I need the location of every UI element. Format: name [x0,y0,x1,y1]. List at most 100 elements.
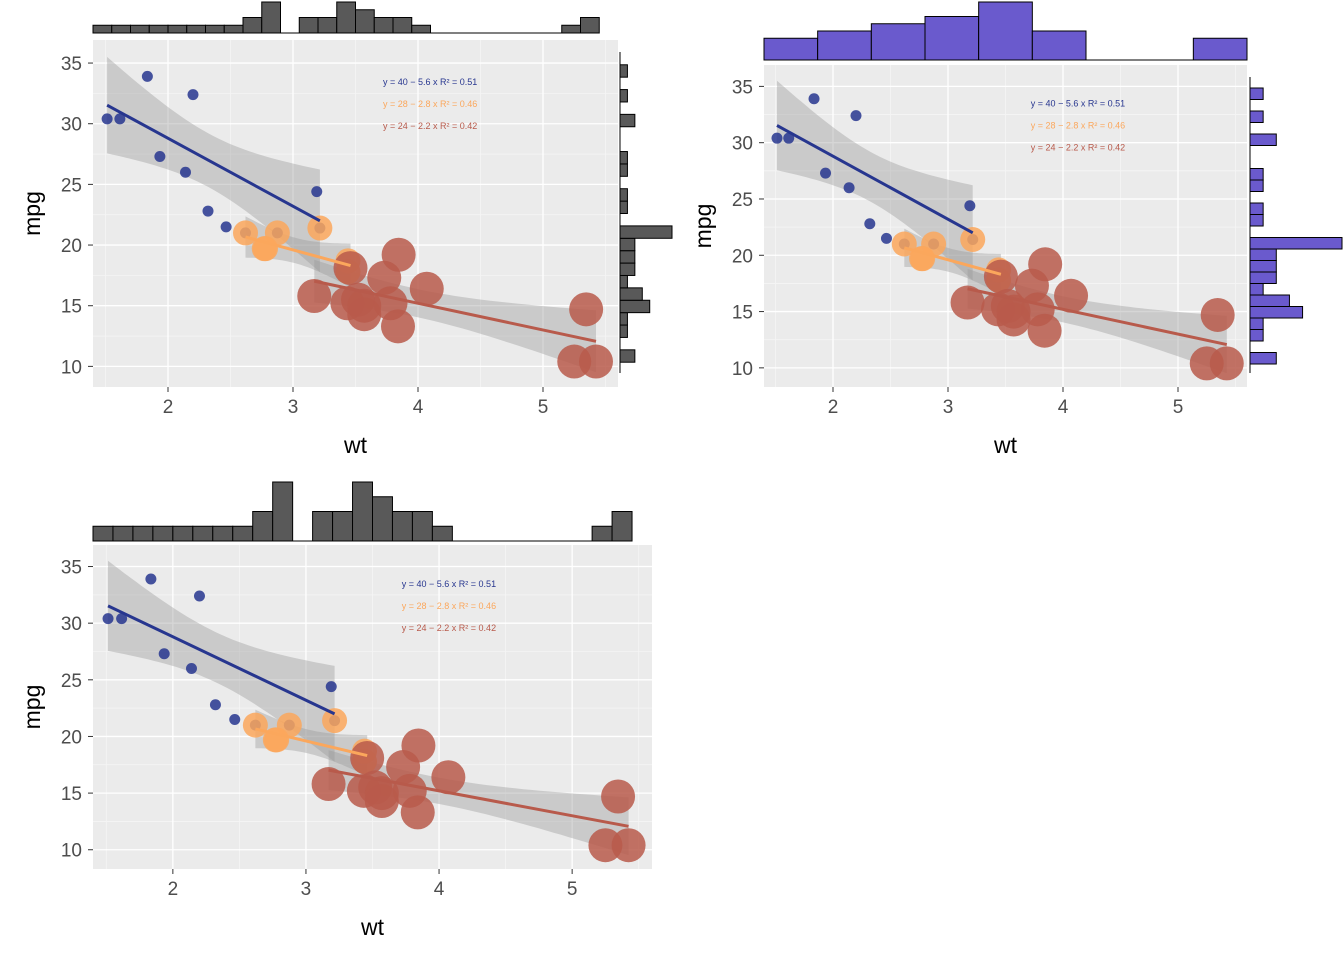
marginal-x-histogram-bar [817,30,872,61]
data-point-series-1 [145,573,157,585]
data-point-series-3 [950,285,985,320]
x-tick-label: 4 [1058,397,1069,418]
marginal-x-histogram-bar [1192,37,1248,61]
regression-line-series-2 [903,246,1002,276]
regression-equation-series-2: y = 28 − 2.8 x R² = 0.46 [383,99,477,109]
marginal-x-histogram-bar [611,511,633,542]
y-axis-title: mpg [690,204,716,249]
data-point-series-1 [116,613,128,625]
marginal-y-histogram-bar [619,163,628,177]
y-tick-label: 35 [732,77,753,98]
marginal-y-histogram-bar [619,64,628,78]
data-point-series-1 [864,218,876,230]
data-point-series-3 [601,779,636,814]
marginal-y-histogram-bar [1249,329,1264,342]
x-tick-label: 2 [828,397,839,418]
marginal-y-histogram-bar [1249,294,1290,307]
y-tick-label: 25 [61,671,82,692]
marginal-y-histogram-bar [619,225,673,239]
marginal-y-histogram-bar [1249,214,1264,227]
x-tick-label: 3 [943,397,954,418]
regression-equation-series-1: y = 40 − 5.6 x R² = 0.51 [383,77,477,87]
marginal-y-histogram-bar [619,349,636,363]
data-point-series-3 [350,740,385,775]
x-tick-label: 5 [1173,397,1184,418]
marginal-y-histogram-bar [1249,283,1264,296]
marginal-y-histogram-bar [619,237,636,252]
x-axis-title: wt [993,432,1018,458]
marginal-x-histogram-bar [242,17,263,34]
marginal-y-histogram-bar [619,113,636,128]
data-point-series-2 [242,712,268,738]
marginal-y-histogram-bar [1249,87,1264,100]
y-tick-label: 30 [61,614,82,635]
marginal-x-histogram-bar [272,481,294,542]
marginal-y-histogram-bar [1249,133,1277,146]
marginal-y-histogram-bar [619,262,636,276]
data-point-series-3 [996,294,1031,329]
data-point-series-1 [808,93,820,105]
x-tick-label: 2 [163,397,174,418]
regression-equation-series-3: y = 24 − 2.2 x R² = 0.42 [383,121,477,131]
data-point-series-3 [579,344,613,379]
x-tick-label: 5 [567,879,578,900]
marginal-x-histogram-bar [924,16,980,61]
marginal-x-histogram-bar [92,24,113,34]
data-point-series-3 [1027,313,1062,348]
data-point-series-1 [229,713,241,725]
y-tick-label: 15 [732,303,753,324]
marginal-x-histogram-bar [132,525,154,542]
data-point-series-3 [311,767,346,802]
data-point-series-3 [400,795,435,830]
regression-equation-series-1: y = 40 − 5.6 x R² = 0.51 [1031,99,1125,109]
y-tick-label: 20 [61,236,82,257]
data-point-series-1 [154,150,166,162]
x-tick-label: 4 [413,397,424,418]
data-point-series-3 [409,271,444,306]
data-point-series-1 [850,110,862,122]
marginal-x-histogram-bar [561,24,581,34]
data-point-series-1 [783,132,795,144]
panel-3: 2 3 4 5 10 15 20 25 30 35 wt mpg y = 40 − 5.6 x R² =… [19,481,652,940]
marginal-x-histogram-bar [152,525,174,542]
y-tick-label: 35 [61,54,82,75]
data-point-series-1 [820,167,832,179]
marginal-x-histogram-bar [352,481,373,542]
regression-line-series-1 [107,604,336,716]
marginal-y-histogram-bar [1249,306,1304,319]
y-tick-label: 20 [732,246,753,267]
y-tick-label: 10 [61,841,82,862]
data-point-series-1 [311,186,323,198]
regression-line-series-1 [106,103,321,223]
marginal-x-histogram-bar [192,525,214,542]
marginal-y-histogram-bar [1249,317,1264,330]
marginal-y-histogram-bar [619,324,628,338]
marginal-x-histogram-bar [130,24,150,34]
marginal-x-histogram-bar [431,525,453,542]
marginal-x-histogram-bar [373,17,394,34]
marginal-y-histogram-bar [1249,110,1264,123]
marginal-x-histogram-bar [391,511,413,542]
marginal-y-histogram-bar [619,312,628,326]
marginal-x-histogram-bar [205,24,225,34]
data-point-series-1 [101,113,113,125]
data-point-series-1 [771,132,783,144]
data-point-series-3 [983,259,1018,294]
marginal-x-histogram-bar [212,525,234,542]
data-point-series-3 [297,279,332,314]
marginal-y-histogram-bar [619,89,628,103]
data-point-series-1 [202,205,214,217]
data-point-series-3 [611,828,646,863]
data-point-series-3 [1054,278,1089,313]
y-tick-label: 10 [732,359,753,380]
marginal-x-histogram-bar [186,24,206,34]
data-point-series-1 [187,89,199,101]
data-point-series-1 [158,648,170,660]
marginal-x-histogram-bar [261,1,281,34]
regression-line-series-2 [245,235,351,267]
marginal-x-histogram-bar [148,24,169,34]
regression-line-series-3 [313,279,597,343]
marginal-x-histogram-bar [978,1,1033,61]
data-point-series-3 [431,760,466,795]
